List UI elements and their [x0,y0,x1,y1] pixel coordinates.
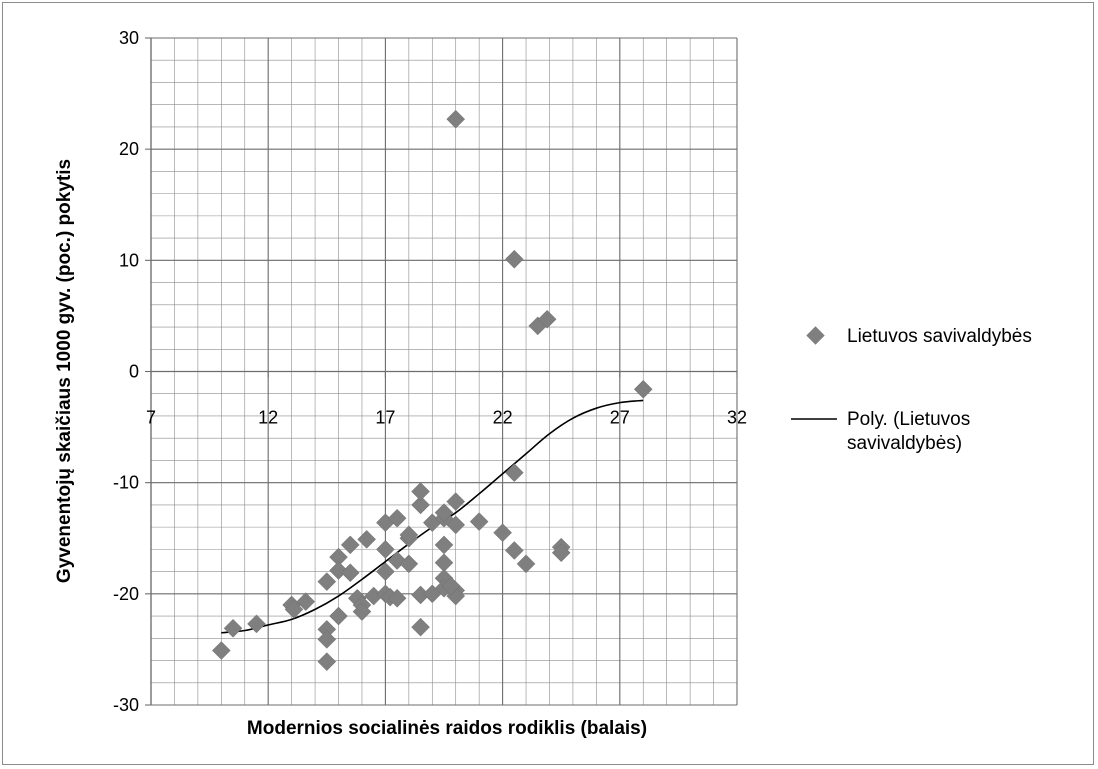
y-tick-label: -10 [113,473,139,493]
data-point [504,249,524,269]
y-tick-label: 30 [119,28,139,48]
data-point [317,652,337,671]
data-point [411,482,430,501]
data-point [551,543,571,563]
data-point [493,523,512,543]
data-point [329,561,348,580]
data-point [411,617,430,637]
data-point [387,508,407,528]
data-point [340,535,360,555]
x-tick-label: 27 [610,408,630,428]
data-point [516,554,536,574]
data-point [247,614,266,634]
data-point [434,535,454,555]
data-point [441,576,461,596]
y-tick-label: 10 [119,250,139,270]
y-axis-title: Gyvenentojų skaičiaus 1000 gyv. (poc.) p… [54,159,75,583]
data-point [296,592,316,611]
data-point [411,495,430,515]
data-point [211,641,231,660]
data-point [317,630,337,649]
data-point [399,554,419,574]
x-tick-label: 17 [375,408,395,428]
data-point [352,602,372,621]
data-point [446,492,466,511]
data-points [211,109,653,671]
data-point [376,540,395,559]
data-point [446,109,466,129]
data-point [399,525,419,545]
data-point [376,562,395,581]
legend-label-series: Lietuvos savivaldybės [847,326,1032,347]
y-tick-label: 20 [119,139,139,159]
x-tick-label: 7 [146,408,156,428]
x-tick-label: 22 [493,408,513,428]
data-point [469,512,489,531]
data-point [387,588,407,608]
legend-marker-diamond [806,326,825,345]
x-tick-label: 32 [727,408,747,428]
x-tick-label: 12 [258,408,278,428]
data-point [357,530,377,549]
data-point [284,600,304,619]
data-point [223,618,243,638]
data-point [504,541,524,560]
y-tick-label: 0 [129,362,139,382]
y-tick-label: -30 [113,695,139,715]
legend: Lietuvos savivaldybės Poly. (Lietuvos sa… [791,326,1032,454]
data-point [504,463,524,483]
data-point [446,515,466,535]
y-tick-label: -20 [113,584,139,604]
y-tick-labels: 30 20 10 0 -10 -20 -30 [113,28,139,715]
data-point [329,606,348,626]
legend-label-trendline: Poly. (Lietuvos savivaldybės) [847,409,975,454]
data-point [537,309,557,329]
data-point [340,563,360,583]
axes [145,37,738,706]
data-point [317,572,337,591]
x-axis-title: Modernios socialinės raidos rodiklis (ba… [247,718,647,739]
x-tick-labels: 7 12 17 22 27 32 [146,408,747,428]
data-point [434,503,454,523]
data-point [633,379,653,399]
